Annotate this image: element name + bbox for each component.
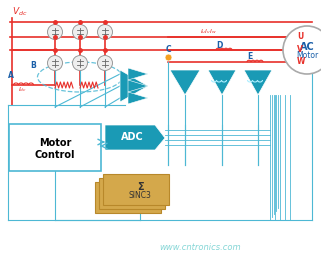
Circle shape [98,56,112,70]
Circle shape [98,25,112,39]
Polygon shape [128,68,148,80]
Circle shape [283,26,321,74]
Text: Motor: Motor [39,138,71,148]
Polygon shape [105,125,165,150]
Circle shape [73,25,88,39]
Text: Motor: Motor [296,50,318,59]
Text: C: C [166,45,172,54]
Text: ADC: ADC [121,132,143,142]
Text: Σ: Σ [137,182,143,192]
Text: U: U [297,32,303,41]
Polygon shape [128,92,148,104]
Circle shape [48,25,63,39]
FancyBboxPatch shape [102,174,169,204]
Polygon shape [120,70,148,102]
Polygon shape [170,70,200,95]
Text: D: D [216,41,222,50]
Polygon shape [244,70,272,95]
FancyBboxPatch shape [94,181,160,212]
Text: A: A [8,71,14,80]
Text: $V_{dc}$: $V_{dc}$ [12,5,28,18]
Text: AC: AC [299,42,314,52]
Text: www.cntronics.com: www.cntronics.com [159,243,241,252]
Text: E: E [247,52,252,61]
Circle shape [73,56,88,70]
FancyBboxPatch shape [99,177,164,208]
Text: SINC3: SINC3 [129,191,152,201]
Text: Control: Control [35,150,75,160]
Circle shape [48,56,63,70]
Text: W: W [297,57,305,66]
Polygon shape [128,80,148,92]
Text: B: B [30,61,36,70]
Text: $I_{dc}$: $I_{dc}$ [18,85,27,94]
Polygon shape [208,70,236,95]
FancyBboxPatch shape [9,124,101,171]
Text: $I_u I_v I_w$: $I_u I_v I_w$ [200,27,217,36]
Text: V: V [297,45,303,54]
